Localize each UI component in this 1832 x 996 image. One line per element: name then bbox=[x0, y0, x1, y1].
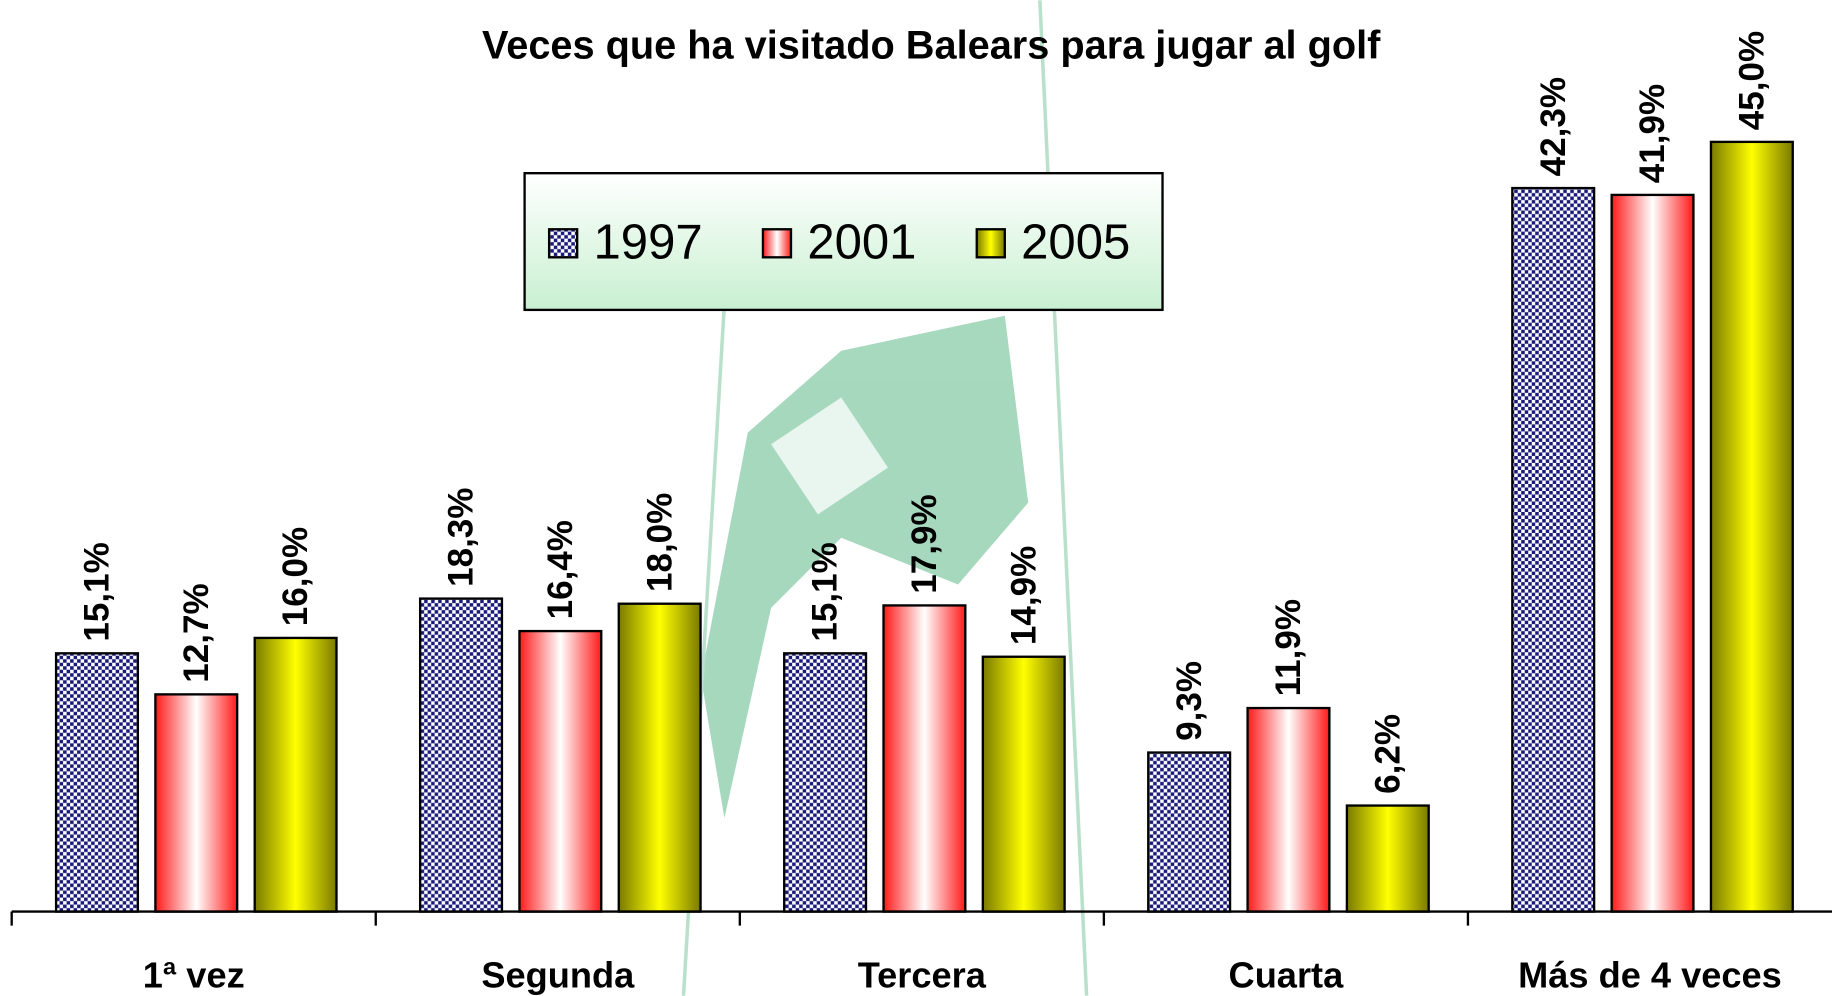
bar bbox=[420, 599, 502, 912]
bar bbox=[1347, 806, 1429, 912]
value-label: 11,9% bbox=[1269, 599, 1308, 696]
legend-swatch bbox=[977, 229, 1005, 257]
legend-swatch bbox=[549, 229, 577, 257]
x-tick-label: Segunda bbox=[481, 955, 635, 996]
value-label: 12,7% bbox=[177, 583, 216, 682]
value-label: 15,1% bbox=[78, 542, 117, 641]
legend-label: 1997 bbox=[594, 216, 703, 270]
value-label: 42,3% bbox=[1534, 77, 1573, 176]
value-label: 14,9% bbox=[1004, 546, 1043, 645]
value-label: 16,0% bbox=[276, 527, 315, 626]
value-label: 18,0% bbox=[640, 493, 679, 592]
bar bbox=[255, 638, 337, 912]
bar bbox=[56, 653, 138, 911]
bar bbox=[784, 653, 866, 911]
x-tick-label: Tercera bbox=[858, 955, 987, 996]
value-label: 17,9% bbox=[905, 494, 944, 593]
bar bbox=[1148, 753, 1230, 912]
value-label: 6,2% bbox=[1368, 714, 1407, 794]
bar bbox=[1248, 708, 1330, 912]
bar bbox=[619, 604, 701, 912]
legend-label: 2005 bbox=[1021, 216, 1130, 270]
x-tick-label: 1ª vez bbox=[143, 955, 245, 996]
bar bbox=[155, 694, 237, 911]
bar bbox=[1711, 142, 1793, 912]
value-label: 15,1% bbox=[806, 542, 845, 641]
legend-label: 2001 bbox=[807, 216, 916, 270]
value-label: 18,3% bbox=[442, 488, 481, 587]
chart-title: Veces que ha visitado Balears para jugar… bbox=[482, 24, 1381, 68]
bar bbox=[1612, 195, 1694, 912]
value-label: 9,3% bbox=[1170, 661, 1209, 741]
x-tick-label: Más de 4 veces bbox=[1518, 955, 1782, 996]
bar bbox=[519, 631, 601, 912]
chart: Veces que ha visitado Balears para jugar… bbox=[0, 0, 1832, 996]
value-label: 41,9% bbox=[1633, 84, 1672, 183]
value-label: 45,0% bbox=[1732, 31, 1771, 130]
x-tick-label: Cuarta bbox=[1229, 955, 1345, 996]
bar bbox=[983, 657, 1065, 912]
bar bbox=[884, 605, 966, 911]
value-label: 16,4% bbox=[541, 520, 580, 619]
bar bbox=[1512, 188, 1594, 912]
legend-swatch bbox=[763, 229, 791, 257]
